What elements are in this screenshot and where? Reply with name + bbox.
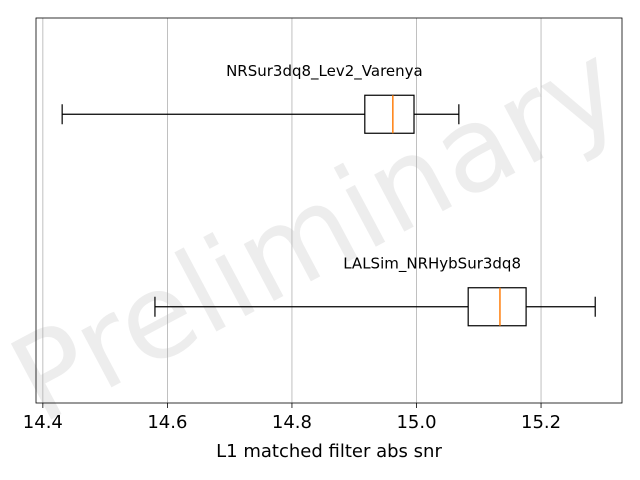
x-tick-label: 14.4	[23, 412, 63, 433]
x-tick-label: 14.6	[147, 412, 187, 433]
x-axis-label: L1 matched filter abs snr	[216, 441, 442, 462]
watermark: Preliminary	[0, 15, 640, 450]
box-label: LALSim_NRHybSur3dq8	[343, 254, 521, 273]
x-tick-label: 15.0	[396, 412, 436, 433]
x-tick-label: 15.2	[521, 412, 561, 433]
x-tick-label: 14.8	[272, 412, 312, 433]
plot-frame	[35, 17, 623, 404]
box-label: NRSur3dq8_Lev2_Varenya	[226, 62, 423, 81]
box	[364, 94, 415, 134]
box	[467, 287, 527, 327]
